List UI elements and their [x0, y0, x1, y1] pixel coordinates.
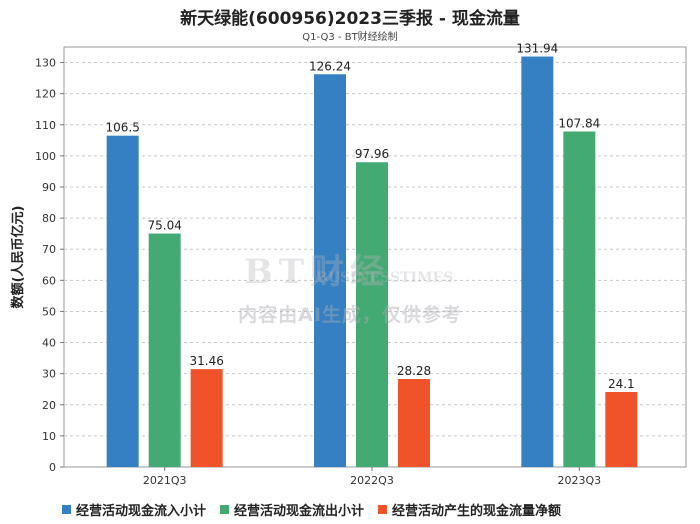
bar [148, 233, 181, 467]
bar [106, 135, 139, 467]
bar [398, 379, 430, 467]
data-label: 126.24 [309, 59, 351, 73]
y-tick-label: 110 [35, 119, 56, 132]
data-labels: 106.5 75.04 31.46 126.24 97.96 28.28 131.94 107… [105, 42, 634, 392]
y-tick-label: 90 [42, 181, 56, 194]
legend-swatch-net [378, 505, 388, 514]
y-tick-label: 80 [42, 212, 56, 225]
chart-subtitle: Q1-Q3 - BT财经绘制 [302, 32, 398, 43]
legend-swatch-outflow [220, 505, 230, 514]
legend-label-outflow: 经营活动现金流出小计 [234, 504, 365, 519]
data-label: 106.5 [105, 121, 139, 135]
bars [106, 56, 638, 468]
data-label: 24.1 [608, 377, 635, 391]
data-label: 28.28 [397, 364, 431, 378]
legend-item-outflow[interactable]: 经营活动现金流出小计 [220, 500, 364, 519]
bar [314, 74, 346, 468]
data-label: 97.96 [355, 147, 389, 161]
y-axis-label: 数额(人民币亿元) [10, 206, 26, 309]
axes: 0 10 20 30 40 50 60 70 80 90 100 110 120 130 数额(人民币亿元)… [10, 57, 601, 487]
y-tick-label: 100 [35, 150, 56, 163]
y-tick-label: 40 [42, 337, 56, 350]
y-tick-label: 130 [35, 57, 56, 70]
y-tick-label: 70 [42, 243, 56, 256]
data-label: 75.04 [147, 219, 181, 233]
data-label: 107.84 [558, 116, 600, 130]
y-tick-label: 20 [42, 399, 56, 412]
y-tick-label: 120 [35, 88, 56, 101]
legend-item-inflow[interactable]: 经营活动现金流入小计 [62, 500, 206, 519]
legend-label-net: 经营活动产生的现金流量净额 [392, 504, 562, 519]
data-label: 31.46 [189, 354, 223, 368]
legend-item-net[interactable]: 经营活动产生的现金流量净额 [378, 500, 561, 519]
y-tick-label: 50 [42, 305, 56, 318]
y-tick-label: 60 [42, 274, 56, 287]
bar [605, 392, 638, 467]
bar [563, 131, 596, 467]
data-label: 131.94 [516, 42, 558, 56]
y-tick-label: 10 [42, 430, 56, 443]
bar [190, 369, 223, 467]
x-tick-label: 2021Q3 [143, 474, 187, 487]
bar [521, 56, 554, 468]
y-tick-label: 0 [49, 461, 56, 474]
legend-label-inflow: 经营活动现金流入小计 [76, 504, 207, 519]
chart-title: 新天绿能(600956)2023三季报 - 现金流量 [180, 9, 520, 29]
chart-legend: 经营活动现金流入小计 经营活动现金流出小计 经营活动产生的现金流量净额 [62, 500, 561, 519]
legend-swatch-inflow [62, 505, 71, 514]
x-tick-label: 2022Q3 [350, 474, 394, 487]
x-tick-label: 2023Q3 [558, 474, 602, 487]
bar [356, 162, 388, 468]
y-tick-label: 30 [42, 368, 56, 381]
